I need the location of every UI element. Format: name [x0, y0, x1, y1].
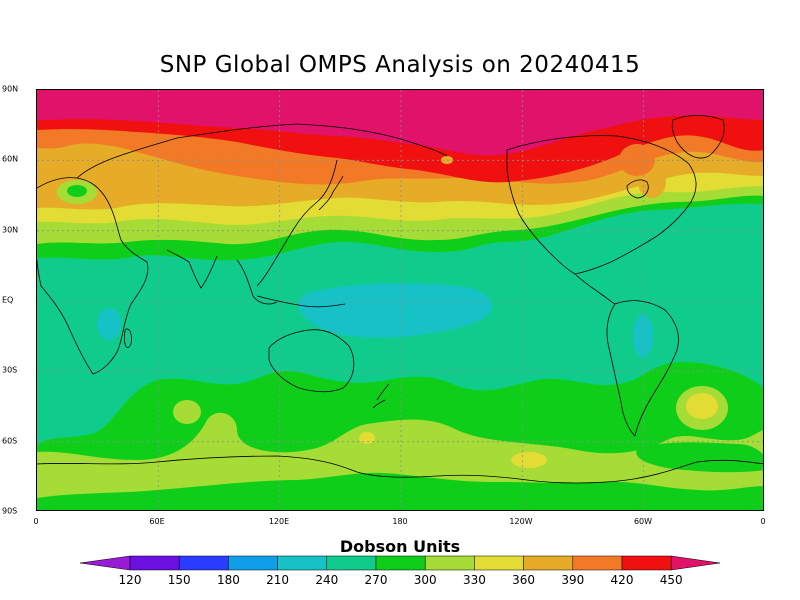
coast-japan: [318, 175, 344, 211]
graticule: [37, 90, 763, 510]
coast-north-america: [506, 135, 697, 275]
coast-indonesia: [256, 295, 346, 308]
chart-title: SNP Global OMPS Analysis on 20240415: [159, 52, 641, 78]
colorbar-tick-label: 150: [167, 573, 191, 587]
colorbar-tick-label: 330: [462, 573, 486, 587]
cell-330-indian: [173, 400, 201, 424]
colorbar-tick-label: 240: [315, 573, 339, 587]
colorbar-tick-label: 420: [610, 573, 634, 587]
colorbar-tick-label: 120: [118, 573, 142, 587]
lat-label-30n: 30N: [2, 225, 19, 235]
lon-label-60e: 60E: [149, 517, 165, 526]
colorbar-tick-label: 390: [561, 573, 585, 587]
band-300-south-atlantic: [636, 442, 763, 473]
coast-africa-europe: [37, 177, 149, 375]
colorbar-tick-label: 360: [512, 573, 536, 587]
lon-label-120w: 120W: [509, 517, 533, 526]
colorbar-swatch: [326, 555, 377, 571]
ozone-contour-map: [37, 90, 763, 510]
colorbar-swatch: [375, 555, 426, 571]
colorbar-swatch: [572, 555, 623, 571]
coast-antarctica: [37, 455, 763, 484]
band-gt-450-nh: [37, 90, 763, 156]
lat-label-90s: 90S: [2, 506, 18, 516]
colorbar-tick-label: 180: [216, 573, 240, 587]
cell-360-pacific: [359, 432, 375, 444]
colorbar-swatch: [523, 555, 574, 571]
band-270-tropics-pacific: [298, 283, 492, 338]
coast-asia-north: [76, 123, 448, 179]
coast-australia: [268, 329, 355, 393]
colorbar-arrow-high: [670, 555, 721, 571]
lat-label-eq: EQ: [2, 295, 14, 305]
coast-south-america: [606, 300, 679, 437]
lon-label-120e: 120E: [268, 517, 290, 526]
colorbar-tick-label: 270: [364, 573, 388, 587]
lat-label-30s: 30S: [2, 365, 18, 375]
colorbar-tick-label: 300: [413, 573, 437, 587]
coastlines: [37, 115, 763, 484]
colorbar-swatch: [178, 555, 229, 571]
coast-asia-east: [256, 159, 338, 287]
colorbar-swatch: [621, 555, 672, 571]
coast-newzealand: [372, 383, 390, 409]
cell-300-europe: [67, 185, 87, 197]
colorbar-arrow-low: [79, 555, 131, 571]
cell-360-antarctic: [511, 452, 547, 468]
colorbar-swatch: [277, 555, 328, 571]
lon-label-60w: 60W: [633, 517, 653, 526]
colorbar-tick-label: 450: [659, 573, 683, 587]
coast-se-asia: [236, 259, 278, 305]
coast-madagascar: [124, 328, 132, 348]
colorbar-swatch: [129, 555, 180, 571]
colorbar-title: Dobson Units: [339, 537, 461, 556]
colorbar-swatch: [424, 555, 475, 571]
colorbar-tick-label: 210: [266, 573, 290, 587]
ozone-map: [36, 89, 764, 511]
lat-label-60n: 60N: [2, 154, 19, 164]
band-270-africa: [97, 308, 121, 340]
colorbar: [79, 555, 721, 571]
colorbar-swatch: [474, 555, 524, 571]
lat-label-60s: 60S: [2, 436, 18, 446]
band-300-antarctic-rim: [37, 472, 763, 510]
lon-label-180: 180: [392, 517, 408, 526]
band-270-southamerica: [633, 314, 653, 358]
coast-hudson: [626, 179, 649, 199]
coast-greenland: [671, 115, 725, 159]
lat-label-90n: 90N: [2, 84, 19, 94]
coast-central-america: [574, 273, 616, 305]
cell-360-atlantic: [686, 393, 718, 419]
lon-label-0-right: 0: [760, 517, 766, 526]
lon-label-0-left: 0: [33, 517, 39, 526]
colorbar-swatch: [228, 555, 278, 571]
coast-india: [166, 249, 218, 289]
